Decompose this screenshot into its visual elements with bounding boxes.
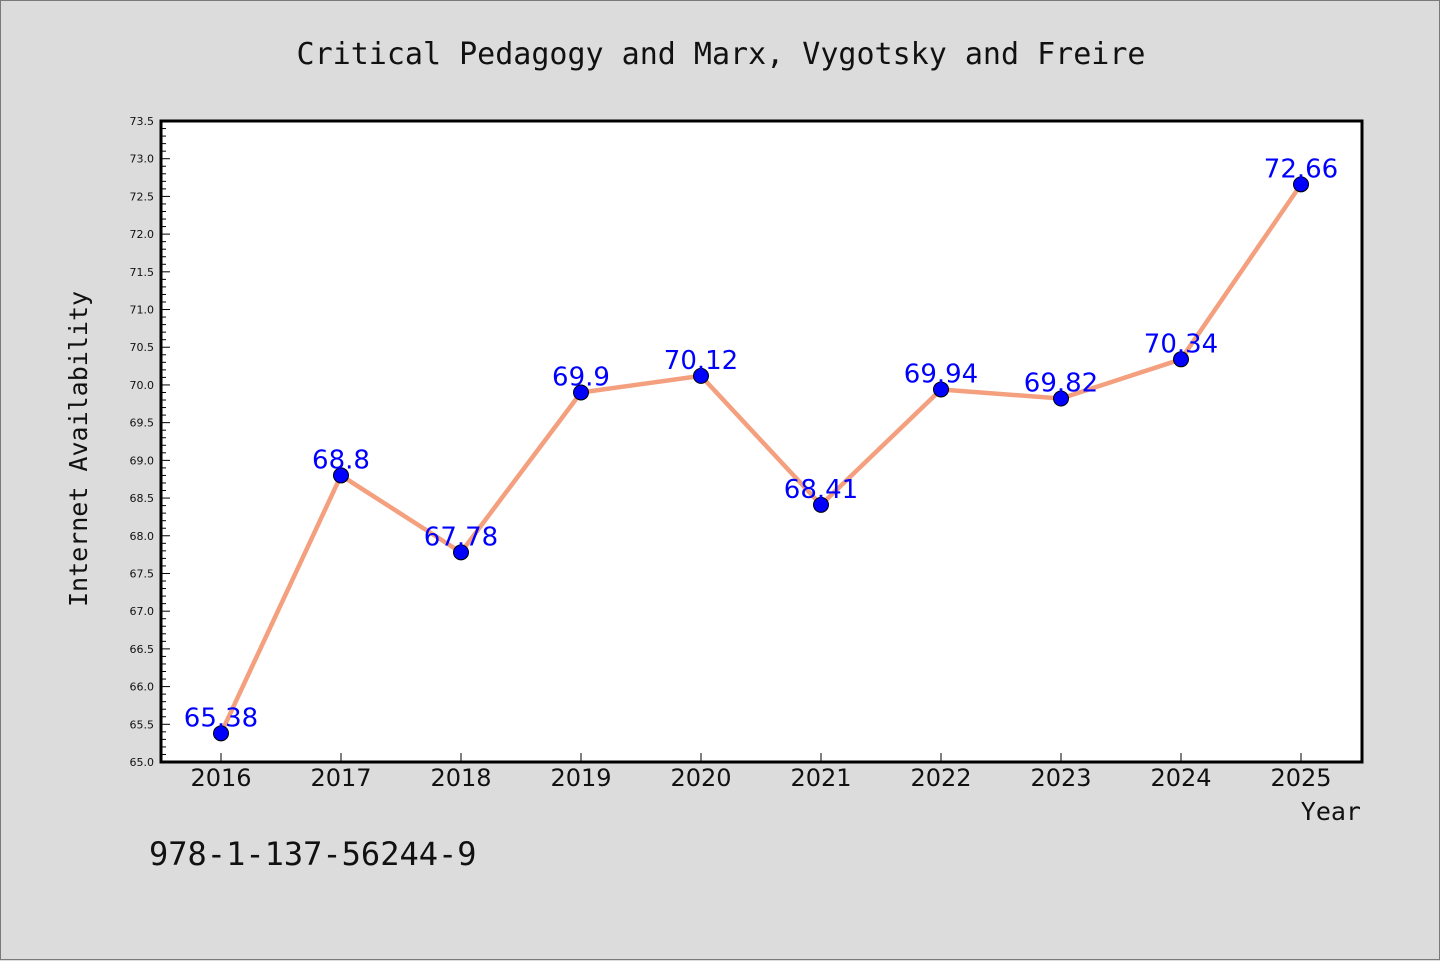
data-point [453, 544, 469, 561]
y-tick-label: 68.5 [130, 492, 155, 505]
y-tick-label: 65.0 [130, 756, 155, 769]
y-tick-label: 73.5 [130, 115, 155, 128]
x-tick-label: 2019 [550, 764, 611, 792]
y-tick-label: 66.0 [130, 681, 155, 694]
x-tick-label: 2023 [1030, 764, 1091, 792]
x-axis: 2016 2017 2018 2019 2020 2021 2022 2023 2024 2025 [190, 753, 1332, 792]
series-line-group [218, 182, 1304, 736]
data-label: 69.9 [552, 362, 610, 392]
data-label: 68.41 [784, 475, 858, 505]
y-axis: 65.0 65.5 66.0 66.5 67.0 67.5 68.0 68.5 69.0 69.5… [130, 115, 170, 769]
data-point [333, 467, 349, 484]
x-tick-label: 2022 [910, 764, 971, 792]
data-label: 70.34 [1144, 329, 1218, 359]
x-tick-label: 2021 [790, 764, 851, 792]
data-label: 67.78 [424, 522, 498, 552]
series-line [218, 182, 1304, 736]
data-label: 65.38 [184, 703, 258, 733]
y-tick-label: 71.0 [130, 304, 155, 317]
y-tick-label: 65.5 [130, 718, 155, 731]
data-label: 69.94 [904, 359, 978, 389]
data-point [573, 384, 589, 401]
data-label: 68.8 [312, 445, 370, 475]
x-tick-label: 2020 [670, 764, 731, 792]
data-point [933, 381, 949, 398]
x-tick-label: 2016 [190, 764, 251, 792]
x-tick-label: 2017 [310, 764, 371, 792]
data-point [1173, 351, 1189, 368]
x-tick-label: 2024 [1150, 764, 1211, 792]
x-tick-label: 2018 [430, 764, 491, 792]
y-tick-label: 70.0 [130, 379, 155, 392]
y-axis-label: Internet Availability [64, 291, 93, 607]
data-point [213, 725, 229, 742]
y-tick-label: 68.0 [130, 530, 155, 543]
y-tick-label: 66.5 [130, 643, 155, 656]
data-label: 69.82 [1024, 369, 1098, 399]
data-points [213, 176, 1309, 742]
y-tick-label: 73.0 [130, 153, 155, 166]
chart-title: Critical Pedagogy and Marx, Vygotsky and… [297, 37, 1146, 72]
data-labels: 65.38 68.8 67.78 69.9 70.12 68.41 69.94 69.82 70… [184, 154, 1338, 733]
y-tick-label: 69.0 [130, 454, 155, 467]
y-tick-label: 70.5 [130, 341, 155, 354]
y-tick-label: 69.5 [130, 417, 155, 430]
y-tick-label: 72.5 [130, 190, 155, 203]
isbn-text: 978-1-137-56244-9 [149, 835, 477, 873]
y-tick-label: 67.5 [130, 567, 155, 580]
data-label: 72.66 [1264, 154, 1338, 184]
data-point [813, 496, 829, 513]
data-point [693, 367, 709, 384]
data-point [1293, 176, 1309, 193]
y-tick-label: 67.0 [130, 605, 155, 618]
plot-border [159, 119, 1364, 764]
y-tick-label: 72.0 [130, 228, 155, 241]
x-axis-label: Year [1301, 797, 1361, 826]
data-point [1053, 390, 1069, 407]
data-label: 70.12 [664, 346, 738, 376]
x-tick-label: 2025 [1270, 764, 1331, 792]
y-tick-label: 71.5 [130, 266, 155, 279]
